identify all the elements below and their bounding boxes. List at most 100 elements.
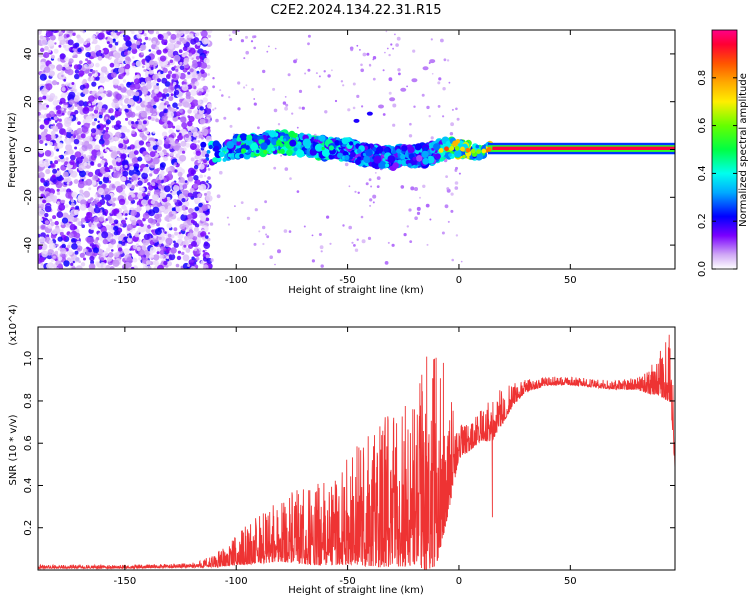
noise-speck bbox=[124, 164, 128, 169]
noise-speck bbox=[115, 93, 122, 100]
signal-blob bbox=[350, 151, 356, 158]
noise-speck bbox=[192, 235, 198, 241]
noise-speck bbox=[128, 177, 132, 180]
noise-speck bbox=[246, 216, 251, 221]
noise-speck bbox=[116, 31, 121, 36]
noise-speck bbox=[46, 104, 50, 108]
noise-speck bbox=[68, 30, 73, 34]
noise-speck bbox=[74, 146, 78, 150]
noise-speck bbox=[59, 53, 66, 60]
noise-speck bbox=[152, 260, 157, 266]
noise-speck bbox=[116, 158, 122, 163]
noise-speck bbox=[79, 204, 87, 211]
noise-speck bbox=[253, 242, 257, 246]
noise-speck bbox=[124, 108, 128, 112]
signal-blob bbox=[414, 143, 422, 151]
noise-speck bbox=[199, 106, 204, 111]
noise-speck bbox=[102, 47, 110, 55]
noise-speck bbox=[102, 251, 109, 257]
signal-blob bbox=[422, 157, 430, 165]
noise-speck bbox=[151, 182, 156, 187]
noise-speck bbox=[83, 41, 87, 45]
noise-speck bbox=[68, 233, 74, 239]
noise-speck bbox=[105, 133, 111, 139]
noise-speck bbox=[176, 166, 184, 174]
noise-speck bbox=[148, 37, 152, 41]
noise-speck bbox=[70, 199, 75, 203]
noise-speck bbox=[454, 181, 459, 185]
noise-speck bbox=[102, 211, 107, 216]
side-trace-point bbox=[411, 78, 418, 83]
noise-speck bbox=[199, 56, 203, 60]
noise-speck bbox=[450, 209, 454, 213]
signal-blob bbox=[372, 147, 377, 152]
noise-speck bbox=[100, 49, 104, 54]
noise-speck bbox=[198, 134, 203, 139]
noise-speck bbox=[210, 258, 214, 262]
noise-speck bbox=[90, 260, 95, 265]
noise-speck bbox=[124, 68, 130, 73]
noise-speck bbox=[109, 145, 115, 151]
spec-xtick-label: -50 bbox=[339, 275, 355, 286]
signal-blob bbox=[234, 153, 241, 159]
noise-speck bbox=[126, 224, 133, 231]
noise-speck bbox=[83, 64, 88, 68]
noise-speck bbox=[95, 31, 99, 35]
noise-speck bbox=[361, 239, 366, 244]
noise-speck bbox=[193, 231, 199, 237]
noise-speck bbox=[173, 150, 177, 154]
noise-speck bbox=[73, 209, 80, 215]
noise-speck bbox=[360, 68, 365, 73]
noise-speck bbox=[409, 122, 412, 126]
signal-blob bbox=[470, 148, 476, 154]
noise-speck bbox=[455, 107, 458, 111]
noise-speck bbox=[173, 227, 178, 232]
noise-speck bbox=[94, 112, 100, 119]
noise-speck bbox=[111, 249, 114, 252]
noise-speck bbox=[158, 236, 162, 240]
noise-speck bbox=[419, 196, 421, 199]
noise-speck bbox=[182, 53, 186, 58]
noise-speck bbox=[118, 58, 124, 64]
noise-speck bbox=[161, 38, 168, 45]
noise-speck bbox=[53, 48, 59, 54]
noise-speck bbox=[131, 121, 135, 125]
noise-speck bbox=[448, 81, 451, 84]
noise-speck bbox=[54, 156, 58, 160]
noise-speck bbox=[311, 234, 314, 237]
signal-blob bbox=[339, 149, 345, 154]
noise-speck bbox=[289, 177, 292, 180]
noise-speck bbox=[74, 103, 78, 107]
noise-speck bbox=[177, 116, 181, 120]
noise-speck bbox=[61, 86, 66, 92]
noise-speck bbox=[391, 243, 395, 247]
noise-speck bbox=[178, 231, 182, 235]
noise-speck bbox=[127, 46, 132, 51]
noise-speck bbox=[56, 148, 60, 152]
noise-speck bbox=[94, 118, 98, 122]
signal-blob bbox=[227, 153, 232, 158]
noise-speck bbox=[179, 108, 183, 113]
noise-speck bbox=[382, 69, 385, 72]
noise-speck bbox=[125, 213, 128, 216]
noise-speck bbox=[57, 256, 63, 261]
noise-speck bbox=[153, 254, 160, 261]
noise-speck bbox=[154, 89, 159, 94]
signal-blob bbox=[344, 154, 350, 161]
noise-speck bbox=[124, 63, 131, 70]
snr-axes: -150 -100 -50 0 500.20.40.60.81.0 bbox=[23, 327, 675, 587]
signal-blob bbox=[236, 140, 242, 146]
noise-speck bbox=[100, 159, 106, 166]
noise-speck bbox=[176, 65, 181, 69]
noise-speck bbox=[100, 138, 103, 142]
noise-speck bbox=[40, 47, 45, 53]
noise-speck bbox=[100, 66, 108, 73]
noise-speck bbox=[240, 39, 244, 43]
noise-speck bbox=[88, 248, 92, 253]
noise-speck bbox=[197, 160, 201, 164]
noise-speck bbox=[193, 110, 197, 114]
noise-speck bbox=[460, 260, 463, 263]
noise-speck bbox=[201, 128, 209, 136]
noise-speck bbox=[387, 241, 390, 244]
